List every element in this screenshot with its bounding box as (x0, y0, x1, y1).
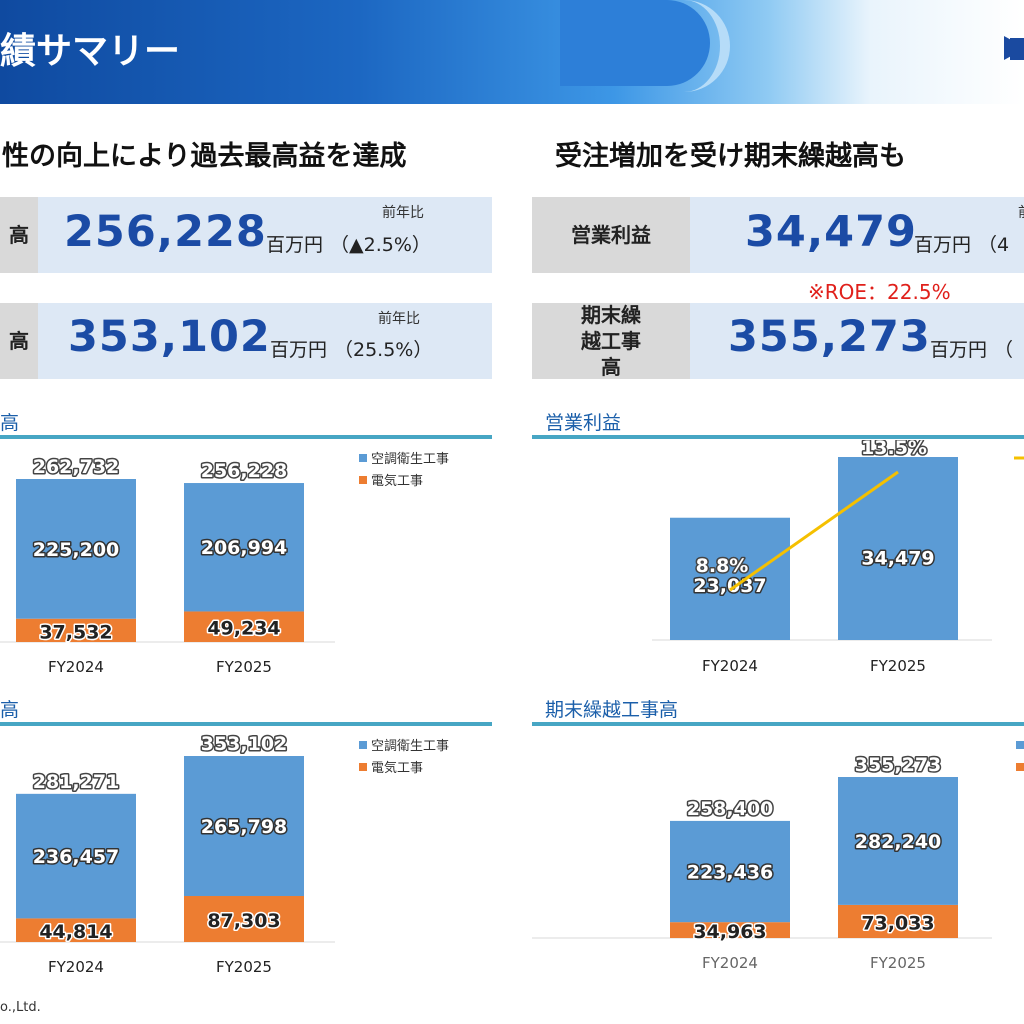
data-label: 265,798 (201, 816, 288, 838)
section-underline (532, 722, 1024, 726)
bar (670, 517, 790, 640)
kpi-unit-backlog: 百万円 (930, 339, 988, 361)
data-label: 73,033 (861, 912, 934, 934)
data-label: 206,994 (201, 537, 288, 559)
bar-segment (16, 918, 136, 942)
bar (838, 457, 958, 640)
legend-swatch (1016, 741, 1024, 749)
section-underline (532, 435, 1024, 439)
data-label: 23,037 (693, 575, 766, 597)
total-label: 353,102 (201, 733, 288, 755)
footer-copyright: o.,Ltd. (0, 1000, 41, 1015)
legend-swatch (359, 763, 367, 771)
kpi-change-orders: （25.5%） (334, 339, 433, 361)
data-label: 34,963 (693, 921, 766, 943)
bar-segment (16, 618, 136, 642)
kpi-value-backlog: 355,273 (728, 312, 931, 362)
kpi-change-backlog: （ (994, 339, 1014, 361)
section-title-backlog: 期末繰越工事高 (545, 699, 679, 721)
subhead-right: 受注増加を受け期末繰越高も (555, 141, 906, 172)
bar-segment (838, 904, 958, 938)
total-label: 258,400 (687, 798, 774, 820)
line-data-label: 13.5% (861, 440, 927, 459)
data-label: 37,532 (39, 621, 112, 643)
header-decoration-arc (600, 0, 730, 92)
kpi-value-box-orders (38, 303, 492, 379)
section-underline (0, 435, 492, 439)
bar-segment (16, 479, 136, 619)
company-logo-icon-bar (1010, 38, 1024, 60)
total-label: 281,271 (33, 771, 120, 793)
category-label: FY2024 (702, 657, 758, 675)
data-label: 225,200 (33, 539, 120, 561)
kpi-value-box-operating-profit (690, 197, 1024, 273)
bar-segment (838, 777, 958, 905)
bar-segment (184, 896, 304, 942)
bar-segment (16, 793, 136, 919)
kpi-change-operating-profit: （4 (978, 234, 1010, 256)
roe-note: ※ROE：22.5% (808, 280, 951, 304)
section-title-orders: 高 (0, 699, 20, 721)
category-label: FY2025 (870, 657, 926, 675)
kpi-label-orders: 高 (0, 303, 38, 379)
data-label: 34,479 (861, 548, 934, 570)
data-label: 282,240 (855, 831, 942, 853)
data-label: 87,303 (207, 910, 280, 932)
margin-line (729, 470, 899, 592)
kpi-yoy-label-orders: 前年比 (378, 311, 420, 327)
kpi-value-operating-profit: 34,479 (745, 207, 917, 257)
kpi-change-sales: （▲2.5%） (330, 234, 431, 256)
legend-label: 空調衛生工事 (371, 739, 449, 754)
bar-segment (670, 922, 790, 938)
kpi-yoy-label-sales: 前年比 (382, 205, 424, 221)
kpi-value-orders: 353,102 (68, 312, 271, 362)
sales-chart: 37,532 225,200 262,732 FY2024 49,234 206,994 2… (0, 452, 449, 676)
kpi-unit-operating-profit: 百万円 (914, 234, 972, 256)
data-label: 236,457 (33, 846, 120, 868)
subhead-left: 性の向上により過去最高益を達成 (2, 141, 407, 172)
kpi-label-operating-profit: 営業利益 (532, 197, 690, 273)
kpi-value-sales: 256,228 (64, 207, 267, 257)
total-label: 355,273 (855, 754, 942, 776)
backlog-chart: 34,963 223,436 258,400 FY2024 73,033 282,240 3… (532, 741, 1024, 972)
line-data-label: 8.8% (696, 555, 749, 577)
header-banner (0, 0, 1024, 104)
kpi-unit-orders: 百万円 (270, 339, 328, 361)
orders-chart: 44,814 236,457 281,271 FY2024 87,303 265,798 3… (0, 732, 449, 976)
category-label: FY2024 (48, 958, 104, 976)
category-label: FY2025 (870, 954, 926, 972)
page-title: 績サマリー (0, 31, 181, 72)
category-label: FY2025 (216, 958, 272, 976)
category-label: FY2024 (48, 658, 104, 676)
bar-segment (184, 611, 304, 642)
section-title-operating-profit: 営業利益 (545, 412, 622, 434)
legend-swatch (359, 741, 367, 749)
legend-swatch (359, 454, 367, 462)
data-label: 49,234 (207, 618, 280, 640)
data-label: 223,436 (687, 862, 774, 884)
section-title-sales: 高 (0, 412, 20, 434)
legend-swatch (359, 476, 367, 484)
bar-segment (184, 483, 304, 612)
bar-segment (184, 756, 304, 897)
section-underline (0, 722, 492, 726)
operating-profit-chart: 23,037 FY2024 34,479 FY2025 8.8% 13.5% (652, 440, 1024, 675)
category-label: FY2025 (216, 658, 272, 676)
legend-label: 電気工事 (371, 473, 423, 489)
category-label: FY2024 (702, 954, 758, 972)
bar-segment (670, 820, 790, 923)
total-label: 256,228 (201, 460, 288, 482)
legend-label: 電気工事 (371, 760, 423, 776)
kpi-yoy-label-operating-profit: 前 (1018, 202, 1024, 222)
kpi-value-box-sales (38, 197, 492, 273)
total-label: 262,732 (33, 456, 120, 478)
kpi-label-sales: 高 (0, 197, 38, 273)
kpi-value-box-backlog (690, 303, 1024, 379)
legend-label: 空調衛生工事 (371, 452, 449, 467)
kpi-unit-sales: 百万円 (266, 234, 324, 256)
data-label: 44,814 (39, 921, 112, 943)
kpi-label-backlog: 期末繰越工事高 (532, 303, 690, 379)
legend-swatch (1016, 763, 1024, 771)
